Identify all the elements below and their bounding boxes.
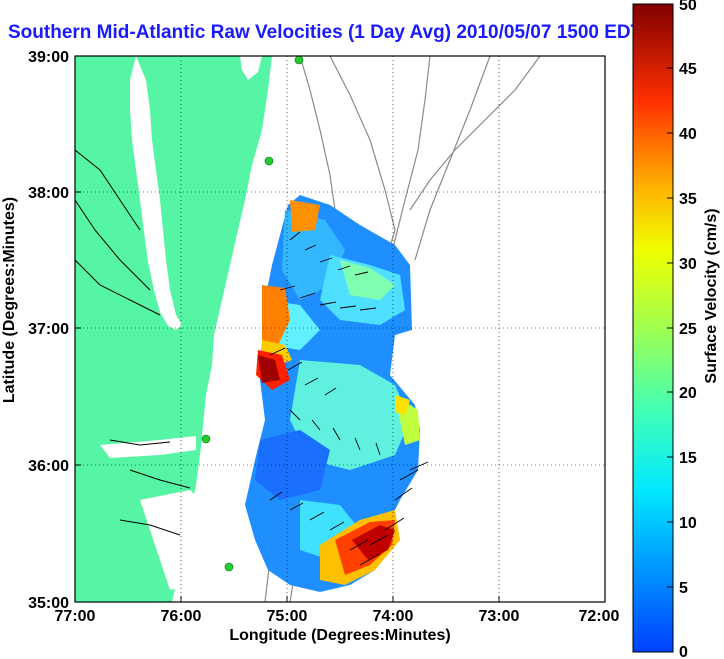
x-tick-label: 74:00 [373,608,414,625]
y-tick-label: 37:00 [28,321,69,338]
y-tick-label: 38:00 [28,185,69,202]
colorbar-tick-label: 25 [679,321,697,338]
x-tick-label: 75:00 [267,608,308,625]
colorbar-tick-label: 30 [679,256,697,273]
colorbar-tick-label: 35 [679,191,697,208]
y-tick-label: 36:00 [28,458,69,475]
colorbar-tick-label: 5 [679,580,688,597]
river-lines [75,149,191,536]
colorbar-tick-label: 40 [679,126,697,143]
delaware-bay [240,56,262,80]
albemarle-sound [100,436,196,458]
y-tick-label: 35:00 [28,595,69,612]
velocity-arrows [269,231,429,566]
colorbar-tick-label: 45 [679,61,697,78]
colorbar-tick-label: 10 [679,515,697,532]
grid-lines [75,56,605,602]
pamlico-sound [140,490,210,590]
tick-marks [74,55,606,603]
colorbar-label: Surface Velocity (cm/s) [703,208,720,383]
land-mass [75,56,272,602]
y-tick-labels: 39:00 38:00 37:00 36:00 35:00 [28,49,69,612]
x-axis-label: Longitude (Degrees:Minutes) [229,627,450,644]
station-marker [224,562,234,572]
velocity-field [245,195,420,592]
y-tick-label: 39:00 [28,49,69,66]
station-marker [294,55,304,65]
x-tick-label: 76:00 [161,608,202,625]
colorbar-tick-label: 50 [679,0,697,14]
y-axis-label: Latitude (Degrees:Minutes) [1,197,18,403]
colorbar-tick-label: 0 [679,644,688,659]
chesapeake-bay [130,56,182,330]
x-tick-label: 72:00 [579,608,620,625]
colorbar: 50 45 40 35 30 25 20 15 10 5 0 Surface V… [632,0,720,659]
station-marker [264,156,274,166]
plot-frame [74,55,606,603]
colorbar-tick-label: 15 [679,450,697,467]
station-marker [201,434,211,444]
radar-stations [201,55,304,572]
map-title: Southern Mid-Atlantic Raw Velocities (1 … [8,22,643,43]
x-tick-labels: 77:00 76:00 75:00 74:00 73:00 72:00 [55,608,620,625]
x-tick-label: 77:00 [55,608,96,625]
x-tick-label: 73:00 [479,608,520,625]
colorbar-tick-label: 20 [679,385,697,402]
